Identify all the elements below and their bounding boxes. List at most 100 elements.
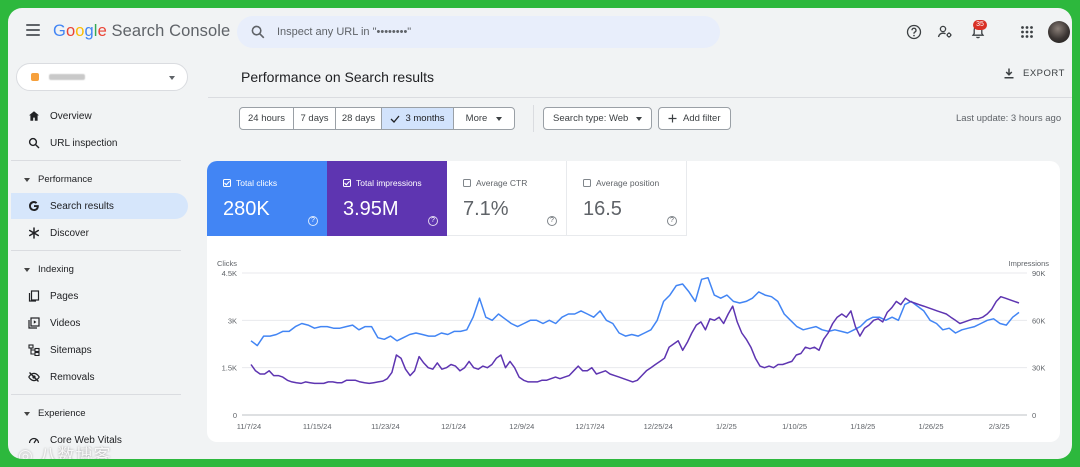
y-left-tick-label: 4.5K [222, 269, 237, 278]
sidebar-item-sitemaps[interactable]: Sitemaps [11, 337, 188, 363]
sidebar-item-pages[interactable]: Pages [11, 283, 188, 309]
url-inspection-bar[interactable] [237, 16, 720, 48]
checkbox-checked-icon[interactable] [223, 179, 231, 187]
section-experience[interactable]: Experience [24, 408, 86, 419]
app-window: Google Search Console 35 Overview URL in… [8, 8, 1072, 459]
sidebar-item-label: URL inspection [50, 137, 118, 149]
url-inspection-input[interactable] [277, 26, 677, 38]
watermark-text: 八数博客 [39, 446, 112, 459]
sidebar-divider [11, 250, 181, 251]
sidebar-item-core-web-vitals[interactable]: Core Web Vitals [11, 427, 188, 453]
metric-label: Average position [596, 178, 660, 188]
logo-letter: o [75, 22, 85, 40]
section-label: Performance [38, 174, 93, 185]
sidebar-item-removals[interactable]: Removals [11, 364, 188, 390]
sidebar-item-discover[interactable]: Discover [11, 220, 188, 246]
y-right-axis-title: Impressions [1009, 259, 1050, 268]
performance-chart: Clicks Impressions 0 0 1.5K 30K 3K 60K 4.5K 90K 11… [217, 259, 1050, 431]
sidebar-item-label: Videos [50, 317, 81, 329]
help-icon[interactable]: ? [428, 216, 438, 226]
x-tick-label: 11/7/24 [237, 422, 261, 431]
chevron-down-icon [496, 116, 503, 121]
last-update-text: Last update: 3 hours ago [956, 113, 1062, 124]
section-performance[interactable]: Performance [24, 174, 92, 185]
help-icon[interactable]: ? [667, 216, 677, 226]
sidebar-item-videos[interactable]: Videos [11, 310, 188, 336]
range-7-days[interactable]: 7 days [294, 108, 336, 129]
logo-letter: l [93, 22, 98, 40]
apps-grid-icon[interactable] [1019, 24, 1035, 40]
range-24-hours[interactable]: 24 hours [240, 108, 294, 129]
notification-badge: 35 [973, 20, 987, 30]
download-icon [1004, 68, 1014, 79]
section-indexing[interactable]: Indexing [24, 264, 74, 275]
y-right-tick-label: 60K [1032, 316, 1045, 325]
y-left-tick-label: 3K [228, 316, 237, 325]
sidebar-item-overview[interactable]: Overview [11, 103, 188, 129]
search-type-dropdown[interactable]: Search type: Web [543, 107, 653, 130]
date-range-selector: 24 hours 7 days 28 days 3 months More [239, 107, 515, 130]
menu-icon[interactable] [26, 24, 40, 36]
x-tick-label: 11/23/24 [371, 422, 400, 431]
performance-card: Total clicks 280K ? Total impressions 3.… [207, 161, 1060, 442]
export-button[interactable]: EXPORT [1004, 68, 1065, 79]
metric-label: Total clicks [236, 178, 278, 188]
sidebar-item-label: Core Web Vitals [50, 434, 122, 446]
range-more-dropdown[interactable]: More [454, 108, 514, 129]
sidebar-divider [11, 160, 181, 161]
metric-label: Average CTR [476, 178, 528, 188]
metric-average-position[interactable]: Average position 16.5 ? [567, 161, 687, 236]
y-left-tick-label: 1.5K [222, 364, 237, 373]
chevron-down-icon [636, 116, 643, 121]
range-28-days[interactable]: 28 days [336, 108, 382, 129]
pages-icon [28, 290, 40, 302]
property-selector[interactable] [16, 63, 188, 91]
video-icon [28, 317, 40, 329]
export-label: EXPORT [1023, 68, 1065, 79]
y-right-tick-label: 30K [1032, 364, 1045, 373]
x-tick-label: 2/3/25 [989, 422, 1010, 431]
asterisk-icon [28, 227, 40, 239]
checkbox-checked-icon[interactable] [343, 179, 351, 187]
help-icon[interactable] [906, 24, 922, 40]
help-icon[interactable]: ? [308, 216, 318, 226]
search-icon [28, 137, 40, 149]
metric-value: 7.1% [463, 198, 509, 220]
sidebar-item-label: Sitemaps [50, 344, 92, 356]
collapse-icon [24, 177, 30, 182]
range-label: More [465, 113, 488, 124]
metric-total-impressions[interactable]: Total impressions 3.95M ? [327, 161, 447, 236]
sidebar-item-label: Removals [50, 371, 95, 383]
metric-value: 280K [223, 198, 270, 220]
search-type-label: Search type: Web [553, 113, 629, 124]
add-filter-button[interactable]: Add filter [658, 107, 731, 130]
sidebar-item-search-results[interactable]: Search results [11, 193, 188, 219]
checkbox-unchecked-icon[interactable] [583, 179, 591, 187]
x-tick-label: 1/10/25 [782, 422, 807, 431]
logo-letter: g [84, 22, 94, 40]
search-console-logo[interactable]: Google Search Console [53, 22, 230, 41]
sidebar-item-url-inspection[interactable]: URL inspection [11, 130, 188, 156]
help-icon[interactable]: ? [547, 216, 557, 226]
range-label: 3 months [405, 113, 445, 124]
x-tick-label: 12/1/24 [441, 422, 466, 431]
x-tick-label: 1/18/25 [850, 422, 875, 431]
google-g-icon [28, 201, 39, 212]
x-tick-label: 1/26/25 [918, 422, 943, 431]
check-icon [390, 115, 400, 123]
metric-total-clicks[interactable]: Total clicks 280K ? [207, 161, 327, 236]
watermark-logo: ◎ 八数博客 [18, 441, 112, 459]
property-name-redacted [49, 74, 85, 80]
metric-average-ctr[interactable]: Average CTR 7.1% ? [447, 161, 567, 236]
gauge-icon [28, 437, 40, 444]
checkbox-unchecked-icon[interactable] [463, 179, 471, 187]
manage-users-icon[interactable] [937, 24, 953, 40]
x-tick-label: 11/15/24 [303, 422, 332, 431]
logo-letter: o [65, 22, 76, 40]
range-3-months[interactable]: 3 months [382, 108, 454, 129]
account-avatar[interactable] [1048, 21, 1070, 43]
header-divider [208, 97, 1072, 98]
camera-icon: ◎ [18, 446, 40, 459]
metric-label: Total impressions [356, 178, 422, 188]
product-name: Search Console [111, 22, 231, 40]
